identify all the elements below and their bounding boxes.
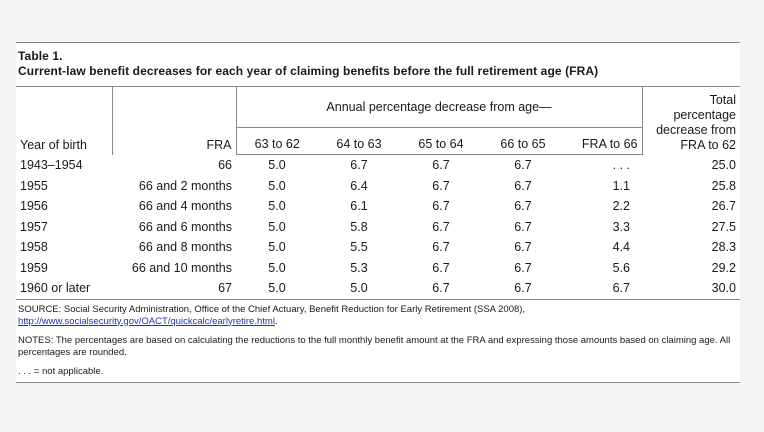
cell-year-of-birth: 1959	[20, 260, 48, 275]
cell-65-to-64: 6.7	[432, 240, 450, 255]
table-notes: SOURCE: Social Security Administration, …	[16, 300, 740, 378]
table-title-block: Table 1. Current-law benefit decreases f…	[16, 43, 740, 79]
table-body: 1943–1954 66 5.0 6.7 6.7 6.7. . . 25.0 1955 66 a…	[16, 155, 740, 300]
source-note: SOURCE: Social Security Administration, …	[18, 304, 738, 328]
col-header-total: Total percentage decrease from FRA to 62	[641, 86, 740, 155]
cell-total: 30.0	[642, 278, 740, 300]
col-header-63-to-62: 63 to 62	[235, 127, 318, 155]
cell-63-to-62: 5.0	[268, 219, 286, 234]
cell-65-to-64: 6.7	[432, 260, 450, 275]
cell-total: 25.8	[711, 178, 736, 193]
cell-year-of-birth: 1955	[20, 178, 48, 193]
cell-65-to-64: 6.7	[432, 219, 450, 234]
methodology-note: NOTES: The percentages are based on calc…	[18, 334, 731, 358]
cell-66-to-65: 6.7	[514, 219, 532, 234]
table-row: 1960 or later 67 5.0 5.0 6.7 6.7 6.7 30.0	[16, 278, 740, 300]
total-header-line3: decrease from	[656, 122, 736, 137]
header-row-sub: 63 to 62 64 to 63 65 to 64 66 to 65 FRA …	[16, 127, 740, 155]
cell-year-of-birth: 1958	[20, 240, 48, 255]
cell-64-to-63: 6.7	[350, 158, 368, 173]
cell-year-of-birth: 1956	[20, 199, 48, 214]
cell-63-to-62: 5.0	[268, 240, 286, 255]
cell-65-to-64: 6.7	[400, 278, 482, 300]
cell-64-to-63: 5.3	[350, 260, 368, 275]
total-header-line2: percentage	[673, 107, 736, 122]
cell-65-to-64: 6.7	[432, 199, 450, 214]
cell-year-of-birth: 1943–1954	[20, 158, 83, 172]
cell-year-of-birth: 1957	[20, 219, 48, 234]
cell-64-to-63: 5.5	[350, 240, 368, 255]
cell-63-to-62: 5.0	[268, 158, 286, 173]
document-table-figure: Table 1. Current-law benefit decreases f…	[16, 42, 740, 383]
cell-63-to-62: 5.0	[268, 178, 286, 193]
cell-fra: 66 and 10 months	[131, 260, 232, 275]
cell-fra: 66 and 2 months	[138, 178, 232, 193]
cell-63-to-62: 5.0	[236, 278, 318, 300]
cell-66-to-65: 6.7	[514, 178, 532, 193]
cell-66-to-65: 6.7	[514, 158, 532, 173]
cell-66-to-65: 6.7	[514, 260, 532, 275]
cell-64-to-63: 5.8	[350, 219, 368, 234]
cell-fra: 67	[112, 278, 236, 300]
cell-65-to-64: 6.7	[432, 158, 450, 173]
cell-fra: 66 and 8 months	[138, 240, 232, 255]
cell-total: 26.7	[711, 199, 736, 214]
col-header-66-to-65: 66 to 65	[482, 127, 564, 155]
benefit-decrease-table: Year of birth FRA Annual percentage decr…	[16, 86, 740, 300]
table-row: 1943–1954 66 5.0 6.7 6.7 6.7 . . . 25.0	[16, 155, 740, 176]
cell-fra-to-66: 1.1	[612, 178, 630, 193]
cell-fra-to-66: 5.6	[612, 260, 630, 275]
cell-fra: 66 and 4 months	[138, 199, 232, 214]
table-row: 1959 66 and 10 months 5.0 5.3 6.7 6.7 5.6 29.2	[16, 258, 740, 279]
total-header-line1: Total	[709, 92, 736, 107]
cell-64-to-63: 6.1	[350, 199, 368, 214]
col-header-64-to-63: 64 to 63	[318, 127, 400, 155]
cell-year-of-birth: 1960 or later	[16, 278, 112, 300]
cell-64-to-63: 6.4	[350, 178, 368, 193]
cell-fra-to-66: 4.4	[612, 240, 630, 255]
col-header-65-to-64: 65 to 64	[400, 127, 482, 155]
col-header-fra-to-66: FRA to 66	[564, 127, 642, 155]
col-header-year-of-birth: Year of birth	[16, 86, 112, 155]
total-header-line4: FRA to 62	[680, 137, 736, 152]
not-applicable-note: . . . = not applicable.	[18, 365, 104, 377]
table-caption: Current-law benefit decreases for each y…	[18, 64, 599, 78]
cell-fra-to-66: 3.3	[612, 219, 630, 234]
cell-total: 29.2	[711, 260, 736, 275]
table-row: 1958 66 and 8 months 5.0 5.5 6.7 6.7 4.4 28.3	[16, 237, 740, 258]
col-group-header-annual-decrease: Annual percentage decrease from age—	[235, 86, 642, 128]
cell-63-to-62: 5.0	[268, 199, 286, 214]
table-row: 1956 66 and 4 months 5.0 6.1 6.7 6.7 2.2 26.7	[16, 196, 740, 217]
cell-66-to-65: 6.7	[482, 278, 564, 300]
source-link-suffix: .	[274, 315, 278, 327]
header-row-group: Year of birth FRA Annual percentage decr…	[16, 86, 740, 155]
table-number: Table 1.	[18, 49, 63, 63]
cell-total: 27.5	[711, 219, 736, 234]
cell-fra-to-66: 2.2	[612, 199, 630, 214]
table-row: 1957 66 and 6 months 5.0 5.8 6.7 6.7 3.3 27.5	[16, 217, 740, 238]
bottom-divider	[16, 381, 740, 383]
col-header-fra: FRA	[111, 86, 236, 155]
cell-fra-to-66: . . .	[612, 158, 630, 173]
cell-total: 25.0	[711, 158, 736, 172]
cell-64-to-63: 5.0	[318, 278, 400, 300]
source-link[interactable]: http://www.socialsecurity.gov/OACT/quick…	[18, 315, 275, 327]
cell-fra: 66 and 6 months	[138, 219, 232, 234]
cell-66-to-65: 6.7	[514, 240, 532, 255]
source-text: SOURCE: Social Security Administration, …	[18, 303, 526, 315]
cell-total: 28.3	[711, 240, 736, 255]
table-row: 1955 66 and 2 months 5.0 6.4 6.7 6.7 1.1 25.8	[16, 176, 740, 197]
cell-66-to-65: 6.7	[514, 199, 532, 214]
cell-63-to-62: 5.0	[268, 260, 286, 275]
cell-65-to-64: 6.7	[432, 178, 450, 193]
cell-fra: 66	[218, 158, 232, 172]
cell-fra-to-66: 6.7	[564, 278, 642, 300]
